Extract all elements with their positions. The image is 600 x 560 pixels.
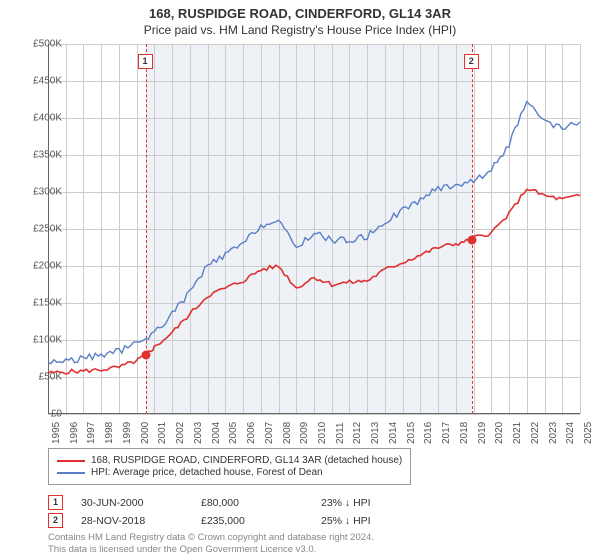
x-tick-label: 2011 xyxy=(335,422,346,444)
x-tick-label: 2022 xyxy=(530,422,541,444)
footnote-date: 28-NOV-2018 xyxy=(81,515,201,527)
x-tick-label: 2021 xyxy=(512,422,523,444)
footnote-date: 30-JUN-2000 xyxy=(81,497,201,509)
legend-item: HPI: Average price, detached house, Fore… xyxy=(57,467,402,478)
x-tick-label: 2015 xyxy=(406,422,417,444)
series-property xyxy=(48,190,580,374)
x-tick-label: 1996 xyxy=(69,422,80,444)
x-tick-label: 1999 xyxy=(122,422,133,444)
x-tick-label: 2018 xyxy=(459,422,470,444)
x-tick-label: 2009 xyxy=(299,422,310,444)
footnote-marker: 1 xyxy=(48,495,63,510)
y-tick-label: £350K xyxy=(33,150,62,161)
footnote-price: £235,000 xyxy=(201,515,321,527)
x-tick-label: 2001 xyxy=(157,422,168,444)
footnote-delta: 23% ↓ HPI xyxy=(321,497,441,509)
y-tick-label: £100K xyxy=(33,335,62,346)
footnote-row: 2 28-NOV-2018£235,00025% ↓ HPI xyxy=(48,513,441,528)
legend-label: HPI: Average price, detached house, Fore… xyxy=(91,467,323,478)
license-text: Contains HM Land Registry data © Crown c… xyxy=(48,532,374,556)
x-tick-label: 2004 xyxy=(211,422,222,444)
x-tick-label: 2007 xyxy=(264,422,275,444)
series-hpi xyxy=(48,102,580,364)
x-tick-label: 1997 xyxy=(86,422,97,444)
sale-point xyxy=(467,236,476,245)
x-tick-label: 2017 xyxy=(441,422,452,444)
y-tick-label: £50K xyxy=(39,372,62,383)
footnote-row: 1 30-JUN-2000£80,00023% ↓ HPI xyxy=(48,495,441,510)
sale-point xyxy=(141,350,150,359)
legend-item: 168, RUSPIDGE ROAD, CINDERFORD, GL14 3AR… xyxy=(57,455,402,466)
price-chart: 12 xyxy=(48,44,580,414)
x-tick-label: 2013 xyxy=(370,422,381,444)
x-tick-label: 2005 xyxy=(228,422,239,444)
x-tick-label: 2019 xyxy=(477,422,488,444)
gridline-v xyxy=(580,44,581,414)
x-tick-label: 2024 xyxy=(565,422,576,444)
x-tick-label: 1995 xyxy=(51,422,62,444)
x-tick-label: 2020 xyxy=(494,422,505,444)
legend-swatch xyxy=(57,472,85,474)
x-tick-label: 2006 xyxy=(246,422,257,444)
x-tick-label: 2010 xyxy=(317,422,328,444)
footnote-marker: 2 xyxy=(48,513,63,528)
x-tick-label: 2023 xyxy=(548,422,559,444)
legend-box: 168, RUSPIDGE ROAD, CINDERFORD, GL14 3AR… xyxy=(48,448,411,485)
chart-title: 168, RUSPIDGE ROAD, CINDERFORD, GL14 3AR xyxy=(0,0,600,21)
y-tick-label: £150K xyxy=(33,298,62,309)
x-tick-label: 2012 xyxy=(352,422,363,444)
event-marker: 2 xyxy=(464,54,479,69)
footnote-price: £80,000 xyxy=(201,497,321,509)
x-tick-label: 2000 xyxy=(140,422,151,444)
x-tick-label: 2014 xyxy=(388,422,399,444)
x-tick-label: 2003 xyxy=(193,422,204,444)
x-tick-label: 2025 xyxy=(583,422,594,444)
footnote-delta: 25% ↓ HPI xyxy=(321,515,441,527)
y-tick-label: £450K xyxy=(33,76,62,87)
x-tick-label: 1998 xyxy=(104,422,115,444)
y-tick-label: £500K xyxy=(33,39,62,50)
x-tick-label: 2008 xyxy=(282,422,293,444)
y-tick-label: £250K xyxy=(33,224,62,235)
y-tick-label: £400K xyxy=(33,113,62,124)
chart-lines xyxy=(48,44,580,414)
y-tick-label: £200K xyxy=(33,261,62,272)
event-marker: 1 xyxy=(138,54,153,69)
x-tick-label: 2002 xyxy=(175,422,186,444)
chart-subtitle: Price paid vs. HM Land Registry's House … xyxy=(0,21,600,41)
y-tick-label: £300K xyxy=(33,187,62,198)
legend-swatch xyxy=(57,460,85,462)
sale-footnotes: 1 30-JUN-2000£80,00023% ↓ HPI 2 28-NOV-2018… xyxy=(48,492,441,531)
gridline-h xyxy=(48,414,580,415)
license-line: This data is licensed under the Open Gov… xyxy=(48,544,374,556)
legend-label: 168, RUSPIDGE ROAD, CINDERFORD, GL14 3AR… xyxy=(91,455,402,466)
y-tick-label: £0 xyxy=(51,409,62,420)
x-tick-label: 2016 xyxy=(423,422,434,444)
license-line: Contains HM Land Registry data © Crown c… xyxy=(48,532,374,544)
